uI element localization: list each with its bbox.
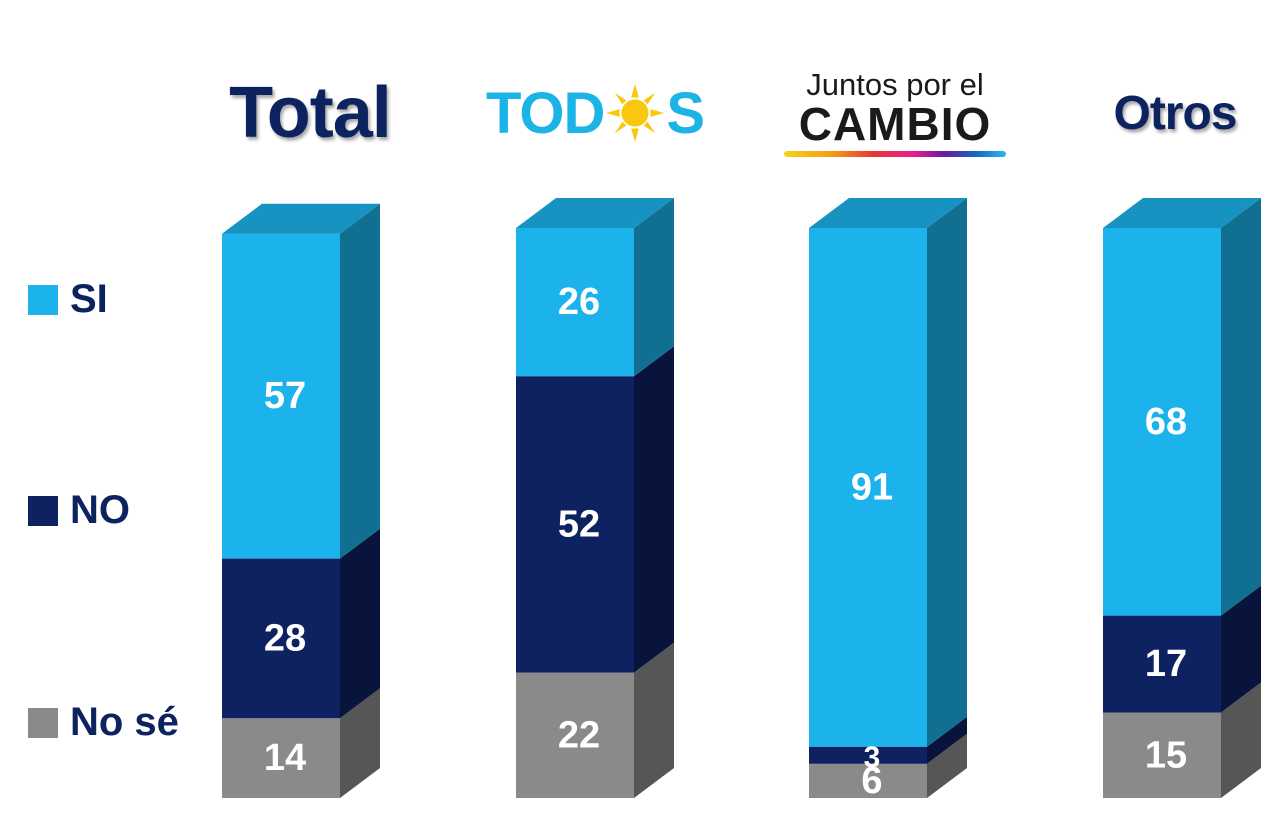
- header-total-label: Total: [229, 73, 392, 153]
- header-todos-logo: TOD S: [455, 58, 735, 168]
- legend-swatch-no: [28, 495, 58, 526]
- sun-icon: [606, 84, 665, 142]
- bar-top-1: [516, 198, 674, 228]
- data-label-si-2: 91: [851, 466, 893, 508]
- bar-side-nose-2: [927, 733, 967, 798]
- data-label-no-1: 52: [558, 503, 600, 545]
- todos-logo-left: TOD: [485, 80, 605, 146]
- bar-side-no-3: [1221, 585, 1261, 713]
- todos-logo-right: S: [666, 80, 705, 146]
- bar-side-si-0: [340, 203, 380, 559]
- bar-side-nose-0: [340, 688, 380, 798]
- legend-label-no: NO: [70, 488, 130, 532]
- bar-no-0: [222, 558, 340, 719]
- data-label-nose-2: 6: [861, 760, 882, 802]
- bar-column-1: 22 52 26: [516, 198, 674, 798]
- bar-side-no-1: [634, 346, 674, 673]
- data-label-no-3: 17: [1145, 643, 1187, 685]
- bar-nose-0: [222, 718, 340, 798]
- header-total: Total: [190, 58, 430, 168]
- legend-swatch-nose: [28, 707, 58, 738]
- legend-label-nose: No sé: [70, 700, 179, 744]
- bar-top-2: [809, 198, 967, 228]
- bar-side-nose-1: [634, 642, 674, 798]
- bar-side-nose-3: [1221, 682, 1261, 798]
- bar-nose-2: [809, 763, 927, 798]
- header-otros: Otros: [1080, 58, 1270, 168]
- bar-top-3: [1103, 198, 1261, 228]
- data-label-nose-3: 15: [1145, 734, 1187, 776]
- bar-si-3: [1103, 228, 1221, 616]
- bar-column-3: 15 17 68: [1103, 198, 1261, 798]
- bar-side-si-1: [634, 198, 674, 377]
- data-label-si-0: 57: [264, 375, 306, 417]
- legend-item-nose: No sé: [28, 700, 179, 745]
- bar-nose-1: [516, 672, 634, 798]
- data-label-si-1: 26: [558, 281, 600, 323]
- legend-item-no: NO: [28, 488, 130, 533]
- bar-side-no-0: [340, 528, 380, 719]
- header-otros-label: Otros: [1113, 86, 1237, 140]
- bar-no-2: [809, 746, 927, 764]
- data-label-no-2: 3: [864, 741, 881, 774]
- juntos-color-stripe: [784, 151, 1006, 157]
- juntos-logo-line1: Juntos por el: [806, 67, 984, 102]
- header-juntos-logo: Juntos por el CAMBIO: [765, 58, 1025, 168]
- data-label-nose-1: 22: [558, 714, 600, 756]
- data-label-si-3: 68: [1145, 401, 1187, 443]
- bar-si-0: [222, 233, 340, 559]
- bar-nose-3: [1103, 712, 1221, 798]
- data-label-no-0: 28: [264, 617, 306, 659]
- todos-logo: TOD S: [485, 80, 705, 147]
- bar-no-3: [1103, 615, 1221, 713]
- bar-si-2: [809, 228, 927, 747]
- bar-side-no-2: [927, 716, 967, 764]
- bar-si-1: [516, 228, 634, 377]
- legend-item-si: SI: [28, 277, 108, 322]
- juntos-logo-line2: CAMBIO: [798, 98, 992, 150]
- legend-swatch-si: [28, 284, 58, 315]
- bar-side-si-2: [927, 198, 967, 747]
- data-label-nose-0: 14: [264, 737, 306, 779]
- legend-label-si: SI: [70, 277, 108, 321]
- bar-side-si-3: [1221, 198, 1261, 616]
- juntos-logo: Juntos por el CAMBIO: [784, 69, 1006, 157]
- bar-column-2: 63 91: [809, 198, 967, 802]
- bar-column-0: 14 28 57: [222, 203, 380, 798]
- bar-no-1: [516, 376, 634, 673]
- bar-top-0: [222, 203, 380, 234]
